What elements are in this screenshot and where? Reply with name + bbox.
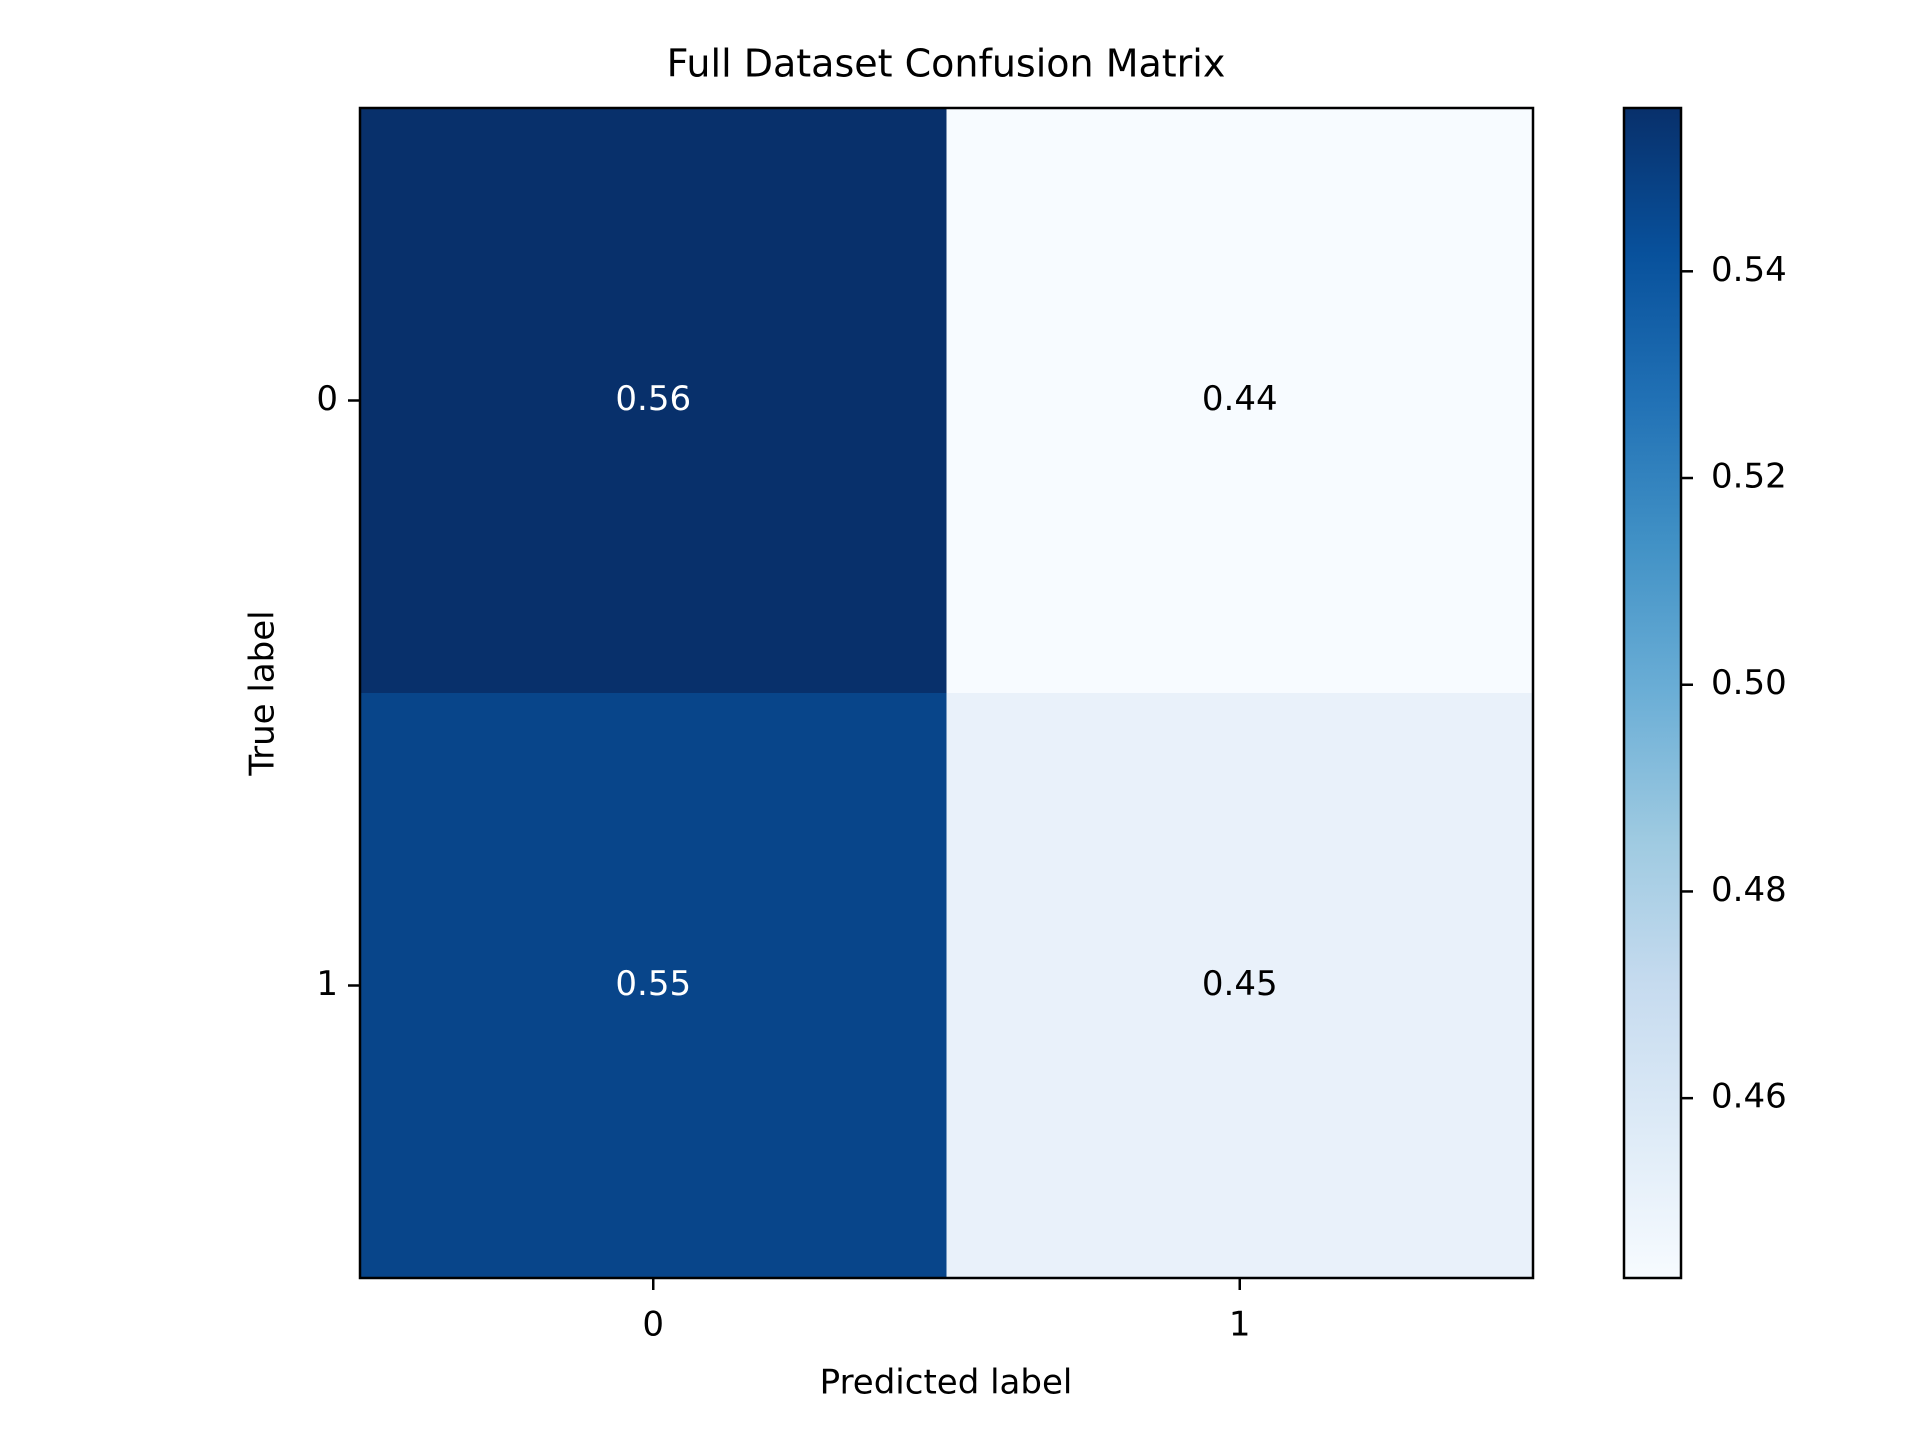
- heatmap-cells: [360, 108, 1534, 1279]
- colorbar-tick-label: 0.46: [1711, 1077, 1787, 1117]
- heatmap-cell: [946, 108, 1534, 694]
- heatmap-cell: [360, 108, 947, 694]
- y-tick-label: 1: [316, 964, 338, 1004]
- cell-value-label: 0.56: [615, 379, 691, 419]
- heatmap-cell: [360, 693, 947, 1279]
- plot-frame: [358, 106, 1535, 1280]
- colorbar-ticks: 0.46 0.48 0.50 0.52 0.54: [1681, 250, 1787, 1117]
- cell-value-label: 0.44: [1202, 379, 1278, 419]
- colorbar-tick-label: 0.48: [1711, 870, 1787, 910]
- colorbar-tick-label: 0.54: [1711, 250, 1787, 290]
- heatmap-cell: [946, 693, 1534, 1279]
- chart-title: Full Dataset Confusion Matrix: [667, 42, 1226, 86]
- colorbar: [1622, 106, 1683, 1280]
- cell-value-label: 0.55: [615, 964, 691, 1004]
- colorbar-tick-label: 0.52: [1711, 457, 1787, 497]
- y-axis-ticks: 01: [316, 379, 360, 1004]
- cell-value-label: 0.45: [1202, 964, 1278, 1004]
- heatmap-value-labels: 0.56 0.44 0.55 0.45: [615, 379, 1277, 1004]
- y-tick-label: 0: [316, 379, 338, 419]
- x-tick-label: 0: [642, 1305, 664, 1345]
- colorbar-tick-label: 0.50: [1711, 663, 1787, 703]
- x-tick-label: 1: [1229, 1305, 1251, 1345]
- y-axis-label: True label: [243, 610, 283, 776]
- x-axis-label: Predicted label: [820, 1363, 1073, 1403]
